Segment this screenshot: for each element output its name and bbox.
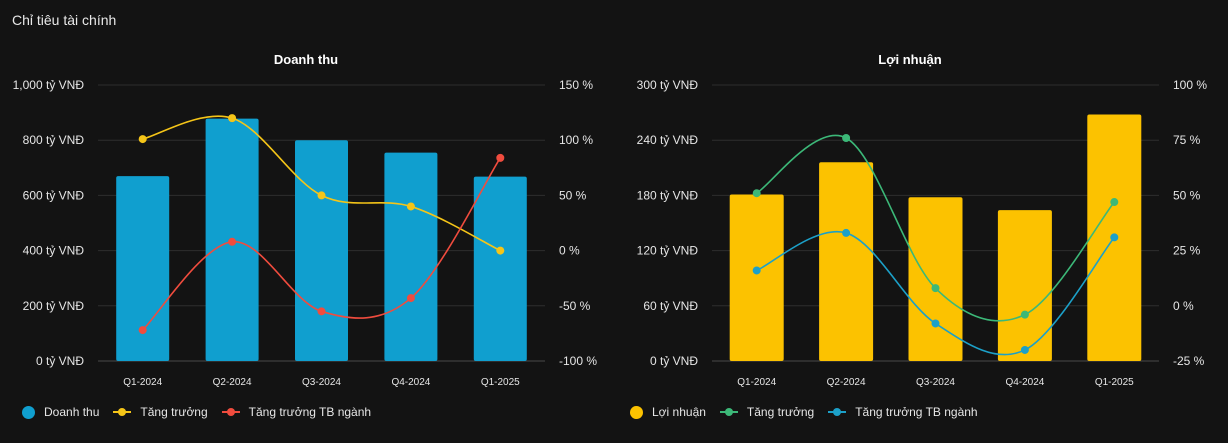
legend-profit: Lợi nhuận Tăng trưởng Tăng trưởng TB ngà… [630,405,992,419]
y-axis-right-tick: 100 % [559,133,593,147]
y-axis-right-tick: 25 % [1173,244,1201,258]
data-point [317,191,326,200]
data-point [1110,233,1119,242]
x-axis-tick: Q2-2024 [827,377,866,388]
y-axis-left-tick: 400 tỷ VNĐ [23,244,85,258]
y-axis-right-tick: 50 % [1173,188,1201,202]
x-axis-tick: Q4-2024 [1005,377,1044,388]
legend-item-revenue[interactable]: Doanh thu [22,405,99,419]
y-axis-left-tick: 180 tỷ VNĐ [637,188,699,202]
y-axis-right-tick: 100 % [1173,78,1207,92]
bar [819,162,874,361]
x-axis-tick: Q2-2024 [213,377,252,388]
y-axis-left-tick: 60 tỷ VNĐ [643,299,698,313]
y-axis-left-tick: 600 tỷ VNĐ [23,188,85,202]
y-axis-right-tick: 0 % [559,244,580,258]
y-axis-left-tick: 0 tỷ VNĐ [650,354,698,368]
data-point [496,153,505,162]
data-point [1020,345,1029,354]
bar [908,197,963,361]
data-point [138,135,147,144]
x-axis-tick: Q3-2024 [302,377,341,388]
y-axis-right-tick: -50 % [559,299,591,313]
data-point [931,319,940,328]
section-title: Chỉ tiêu tài chính [12,12,117,28]
legend-marker [828,408,847,416]
legend-label: Tăng trưởng [746,405,815,419]
data-point [138,326,147,335]
legend-marker [630,405,643,419]
legend-item-growth[interactable]: Tăng trưởng [719,405,815,419]
data-point [1020,310,1029,319]
bar [473,176,527,361]
x-axis-tick: Q3-2024 [916,377,955,388]
y-axis-left-tick: 240 tỷ VNĐ [637,133,699,147]
chart-title: Doanh thu [274,52,338,67]
legend-label: Tăng trưởng TB ngành [248,405,372,419]
bar [729,194,784,361]
data-point [228,114,237,123]
y-axis-right-tick: 150 % [559,78,593,92]
x-axis-tick: Q1-2024 [737,377,776,388]
legend-marker [719,408,738,416]
bar [997,210,1052,361]
legend-label: Tăng trưởng TB ngành [855,405,978,419]
revenue-chart: Doanh thu 0 tỷ VNĐ 200 tỷ VNĐ 400 tỷ VNĐ 60… [13,52,598,388]
y-axis-right-tick: -100 % [559,354,597,368]
legend-item-industry-growth[interactable]: Tăng trưởng TB ngành [221,405,372,419]
legend-marker [22,405,35,419]
y-axis-right-tick: 75 % [1173,133,1201,147]
data-point [406,294,415,303]
chart-title: Lợi nhuận [878,52,941,67]
legend-marker [221,408,240,416]
legend-item-industry-growth[interactable]: Tăng trưởng TB ngành [828,405,978,419]
legend-label: Doanh thu [44,405,100,419]
bar [295,140,348,361]
data-point [752,266,761,275]
data-point [496,246,505,255]
legend-item-profit[interactable]: Lợi nhuận [630,405,706,419]
bar [384,152,438,361]
x-axis-tick: Q4-2024 [391,377,430,388]
legend-label: Tăng trưởng [140,405,208,419]
x-axis-tick: Q1-2024 [123,377,162,388]
y-axis-left-tick: 0 tỷ VNĐ [36,354,84,368]
data-point [1110,198,1119,207]
y-axis-right-tick: -25 % [1173,354,1205,368]
data-point [406,202,415,211]
data-point [842,228,851,237]
data-point [228,237,237,246]
y-axis-left-tick: 300 tỷ VNĐ [637,78,699,92]
data-point [931,284,940,293]
data-point [842,133,851,142]
x-axis-tick: Q1-2025 [481,377,520,388]
x-axis-tick: Q1-2025 [1095,377,1134,388]
data-point [317,307,326,316]
y-axis-left-tick: 800 tỷ VNĐ [23,133,85,147]
legend-revenue: Doanh thu Tăng trưởng Tăng trưởng TB ngà… [22,405,385,419]
legend-marker [113,408,132,416]
legend-label: Lợi nhuận [652,405,706,419]
y-axis-left-tick: 120 tỷ VNĐ [637,244,699,258]
profit-chart: Lợi nhuận 0 tỷ VNĐ 60 tỷ VNĐ 120 tỷ VNĐ 180… [637,52,1208,388]
data-point [752,189,761,198]
y-axis-right-tick: 0 % [1173,299,1194,313]
y-axis-left-tick: 1,000 tỷ VNĐ [13,78,85,92]
legend-item-growth[interactable]: Tăng trưởng [113,405,208,419]
y-axis-right-tick: 50 % [559,188,587,202]
y-axis-left-tick: 200 tỷ VNĐ [23,299,85,313]
